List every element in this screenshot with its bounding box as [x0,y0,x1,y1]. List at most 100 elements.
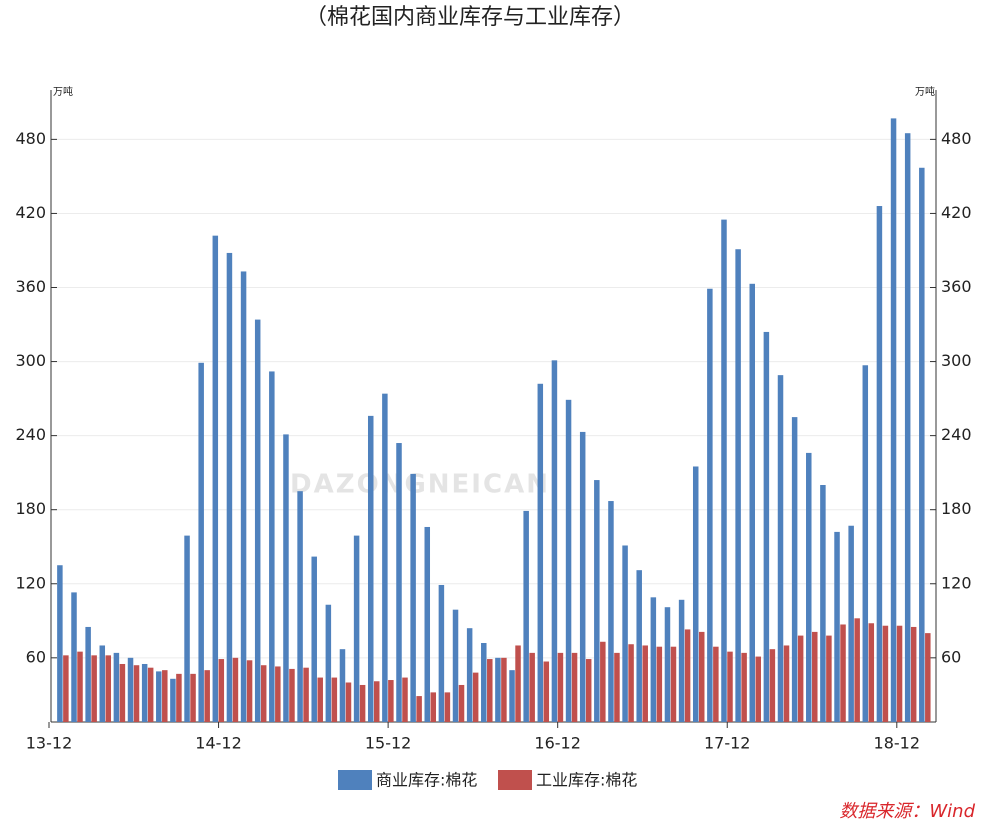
bar [755,656,761,722]
bar [91,655,97,722]
bar [501,657,507,722]
bar [283,434,289,722]
bar [571,652,578,722]
bar [636,570,642,722]
y2-tick-label: 60 [941,647,961,666]
bar [345,682,352,722]
bar [820,485,826,722]
bar [212,235,219,722]
bar [416,696,422,722]
bar [113,652,120,722]
bar [904,133,911,722]
bar [868,623,875,722]
bar [269,371,275,722]
y-tick-label: 240 [15,425,46,444]
bar [684,629,691,722]
bar [226,252,233,722]
bar [741,652,747,722]
bar [289,668,295,722]
bar [594,480,600,722]
bar [834,531,840,722]
bar [373,681,380,722]
y-tick-label: 480 [15,129,46,148]
y-tick-label: 360 [15,277,46,296]
bar [579,431,586,722]
bar [141,663,148,722]
bar [190,673,196,722]
bar [260,665,267,722]
y-tick-label: 420 [15,203,46,222]
bar [105,655,112,722]
bar [127,657,134,722]
y-tick-label: 60 [26,647,46,666]
bar [783,645,790,722]
bar [458,684,465,722]
bar [359,684,366,722]
bar [848,525,854,722]
y2-tick-label: 300 [941,351,972,370]
bar [529,652,535,722]
bar [622,545,628,722]
bar [749,283,755,722]
x-tick-label: 18-12 [874,734,921,753]
legend-swatch [338,770,372,790]
source: 数据来源：Wind [839,801,975,822]
chart-title: （棉花国内商业库存与工业库存） [305,5,635,30]
bar [402,677,408,722]
bar [472,672,479,722]
bar [678,599,685,722]
bar [452,609,459,722]
bar [303,667,309,722]
bar [826,635,832,722]
y-tick-label: 180 [15,499,46,518]
bar [325,604,332,722]
bar [63,655,69,722]
bar [608,501,614,722]
bar [218,659,225,722]
bar [551,360,558,722]
bar [71,592,77,722]
bar [565,399,572,722]
bar [438,584,445,722]
bar [382,393,388,722]
y-tick-label: 300 [15,351,46,370]
bar [198,362,204,722]
bar [791,417,798,722]
bar [707,288,713,722]
legend-label: 工业库存:棉花 [536,771,637,790]
bar [585,659,592,722]
bar [840,624,846,722]
bar [650,597,657,722]
bar [481,643,487,722]
bar [254,319,261,722]
bar [99,645,106,722]
bar [184,535,190,722]
bar [557,652,564,722]
bar [543,661,550,722]
bar [797,635,804,722]
bar [147,667,154,722]
bar [642,645,648,722]
bar [515,645,521,722]
legend-label: 商业库存:棉花 [376,771,477,790]
bar [367,415,374,722]
bar [388,680,394,722]
bar [876,206,883,722]
bar [170,678,176,722]
y2-tick-label: 180 [941,499,972,518]
bar [670,646,677,722]
bar [204,670,210,722]
bar [430,692,437,722]
bar [331,677,338,722]
bar [424,526,431,722]
y-tick-label: 120 [15,573,46,592]
bar [600,641,606,722]
bar [806,452,812,722]
bar [297,491,303,722]
bar [162,670,168,722]
bar [919,167,925,722]
y2-tick-label: 120 [941,573,972,592]
bar [713,646,719,722]
bar [698,631,705,722]
